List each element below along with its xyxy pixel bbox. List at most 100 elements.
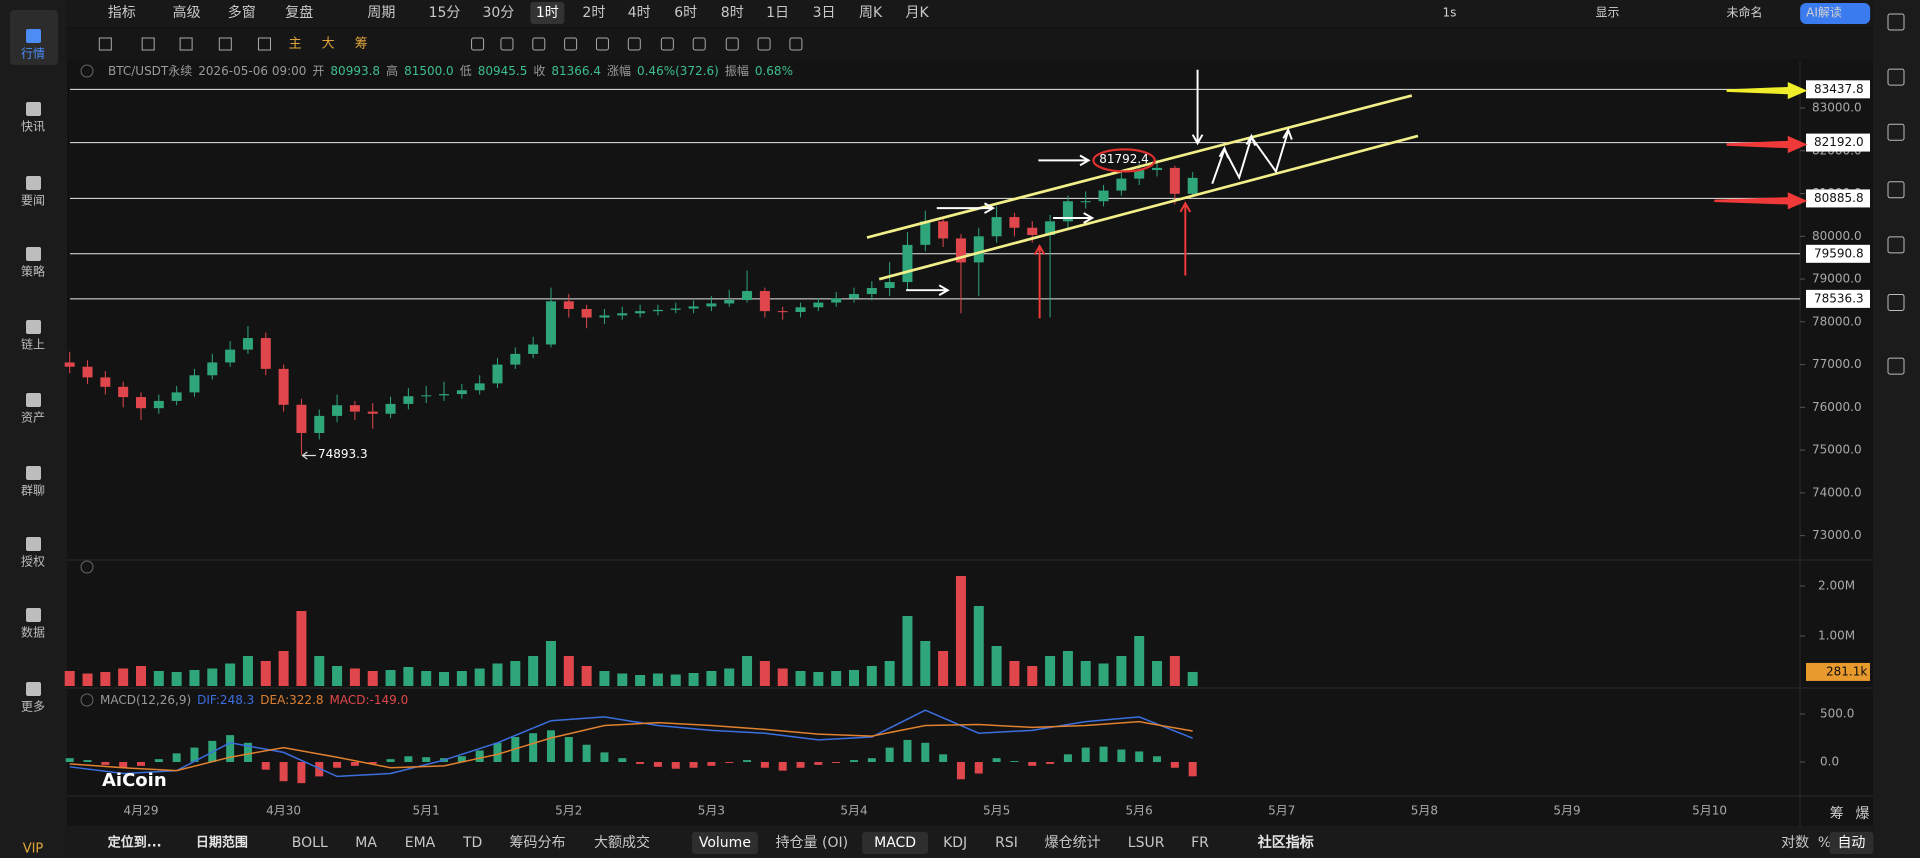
bottom-left-item[interactable]: 定位到...	[107, 835, 162, 851]
tool-icon[interactable]	[500, 37, 514, 51]
scale-item[interactable]: %	[1818, 835, 1831, 851]
period-item[interactable]: 1日	[766, 5, 789, 21]
indicator-item[interactable]: LSUR	[1128, 835, 1165, 851]
info-field: 81500.0	[404, 64, 454, 78]
scale-item[interactable]: 自动	[1837, 835, 1865, 851]
toolbar-item[interactable]: 高级	[173, 4, 201, 21]
tool-icon[interactable]	[532, 37, 546, 51]
right-icon[interactable]	[1887, 13, 1905, 31]
vip-label[interactable]: VIP	[23, 842, 44, 857]
nav-icon[interactable]	[26, 247, 41, 261]
tool-icon[interactable]	[595, 37, 609, 51]
indicator-item[interactable]: BOLL	[292, 835, 328, 851]
nav-icon[interactable]	[26, 393, 41, 407]
indicator-item[interactable]: 持仓量 (OI)	[776, 835, 849, 851]
nav-icon[interactable]	[26, 537, 41, 551]
toolbar-right-item[interactable]: 未命名	[1727, 5, 1763, 20]
nav-icon[interactable]	[26, 29, 41, 43]
corner-label[interactable]: 爆	[1855, 806, 1869, 822]
tool-icon[interactable]	[564, 37, 578, 51]
tool-label[interactable]: 大	[322, 37, 335, 52]
tool-icon[interactable]	[179, 37, 193, 51]
nav-icon[interactable]	[26, 176, 41, 190]
period-item[interactable]: 15分	[429, 5, 461, 21]
period-item[interactable]: 周K	[859, 5, 883, 21]
tool-icon[interactable]	[725, 37, 739, 51]
nav-label[interactable]: 行情	[21, 47, 45, 61]
indicator-item[interactable]: EMA	[405, 835, 436, 851]
indicator-item[interactable]: TD	[462, 835, 482, 851]
active-scale[interactable]	[1829, 832, 1874, 854]
tool-label[interactable]: 主	[289, 37, 302, 52]
nav-label[interactable]: 资产	[21, 411, 45, 425]
period-item[interactable]: 2时	[582, 5, 605, 21]
tool-icon[interactable]	[692, 37, 706, 51]
nav-icon[interactable]	[26, 320, 41, 334]
right-icon[interactable]	[1887, 236, 1905, 254]
info-field: 振幅	[725, 63, 749, 78]
nav-label[interactable]: 更多	[21, 700, 45, 714]
eye-icon[interactable]	[80, 560, 94, 574]
nav-icon[interactable]	[26, 466, 41, 480]
right-icon[interactable]	[1887, 68, 1905, 86]
eye-icon[interactable]	[80, 64, 94, 78]
tool-icon[interactable]	[257, 37, 271, 51]
tool-icon[interactable]	[471, 37, 485, 51]
toolbar-item[interactable]: 复盘	[285, 4, 313, 21]
tool-icon[interactable]	[757, 37, 771, 51]
toolbar-item[interactable]: 多窗	[228, 4, 256, 21]
tool-icon[interactable]	[789, 37, 803, 51]
scale-item[interactable]: 对数	[1781, 835, 1809, 851]
right-icon[interactable]	[1887, 181, 1905, 199]
nav-label[interactable]: 要闻	[21, 194, 45, 208]
tool-label[interactable]: 筹	[355, 36, 368, 52]
nav-label[interactable]: 链上	[21, 337, 45, 352]
period-item[interactable]: 30分	[482, 5, 514, 21]
period-label[interactable]: 周期	[367, 5, 395, 21]
period-item[interactable]: 8时	[721, 5, 744, 21]
period-item[interactable]: 1时	[536, 5, 559, 21]
right-icon[interactable]	[1887, 293, 1905, 311]
period-item[interactable]: 4时	[628, 5, 651, 21]
indicator-item[interactable]: 大额成交	[594, 834, 650, 851]
corner-label[interactable]: 筹	[1830, 805, 1844, 822]
eye-icon[interactable]	[80, 693, 94, 707]
community-item[interactable]: 社区指标	[1257, 834, 1314, 851]
indicator-item[interactable]: RSI	[995, 835, 1018, 851]
nav-label[interactable]: 数据	[21, 625, 45, 640]
indicator-item[interactable]: KDJ	[943, 835, 967, 851]
nav-label[interactable]: 快讯	[21, 120, 45, 134]
indicator-item[interactable]: Volume	[699, 835, 751, 851]
toolbar-right-item[interactable]: AI解读	[1806, 6, 1842, 20]
nav-label[interactable]: 授权	[21, 554, 45, 569]
indicator-item[interactable]: MACD	[874, 835, 916, 851]
toolbar-right-item[interactable]: 1s	[1442, 6, 1456, 20]
tool-icon[interactable]	[98, 37, 112, 51]
tool-icon[interactable]	[627, 37, 641, 51]
ai-button[interactable]	[1800, 3, 1871, 24]
nav-label[interactable]: 策略	[21, 264, 45, 279]
nav-icon[interactable]	[26, 682, 41, 696]
period-item[interactable]: 3日	[813, 5, 836, 21]
right-icon[interactable]	[1887, 123, 1905, 141]
tool-icon[interactable]	[660, 37, 674, 51]
indicator-item[interactable]: 筹码分布	[510, 834, 566, 851]
active-indicator[interactable]	[691, 832, 758, 854]
right-icon[interactable]	[1887, 357, 1905, 375]
indicator-item[interactable]: MA	[355, 835, 377, 851]
active-period[interactable]	[530, 2, 565, 24]
indicator-item[interactable]: 爆仓统计	[1045, 835, 1101, 851]
bottom-left-item[interactable]: 日期范围	[196, 835, 248, 851]
active-indicator[interactable]	[862, 832, 929, 854]
indicator-item[interactable]: FR	[1191, 835, 1209, 851]
nav-icon[interactable]	[26, 608, 41, 622]
period-item[interactable]: 6时	[674, 5, 697, 21]
tool-icon[interactable]	[218, 37, 232, 51]
tool-icon[interactable]	[141, 37, 155, 51]
macd-bar	[1046, 762, 1055, 764]
nav-label[interactable]: 群聊	[21, 484, 45, 498]
toolbar-item[interactable]: 指标	[108, 5, 136, 21]
period-item[interactable]: 月K	[906, 5, 930, 21]
nav-icon[interactable]	[26, 102, 41, 116]
toolbar-right-item[interactable]: 显示	[1596, 6, 1620, 20]
